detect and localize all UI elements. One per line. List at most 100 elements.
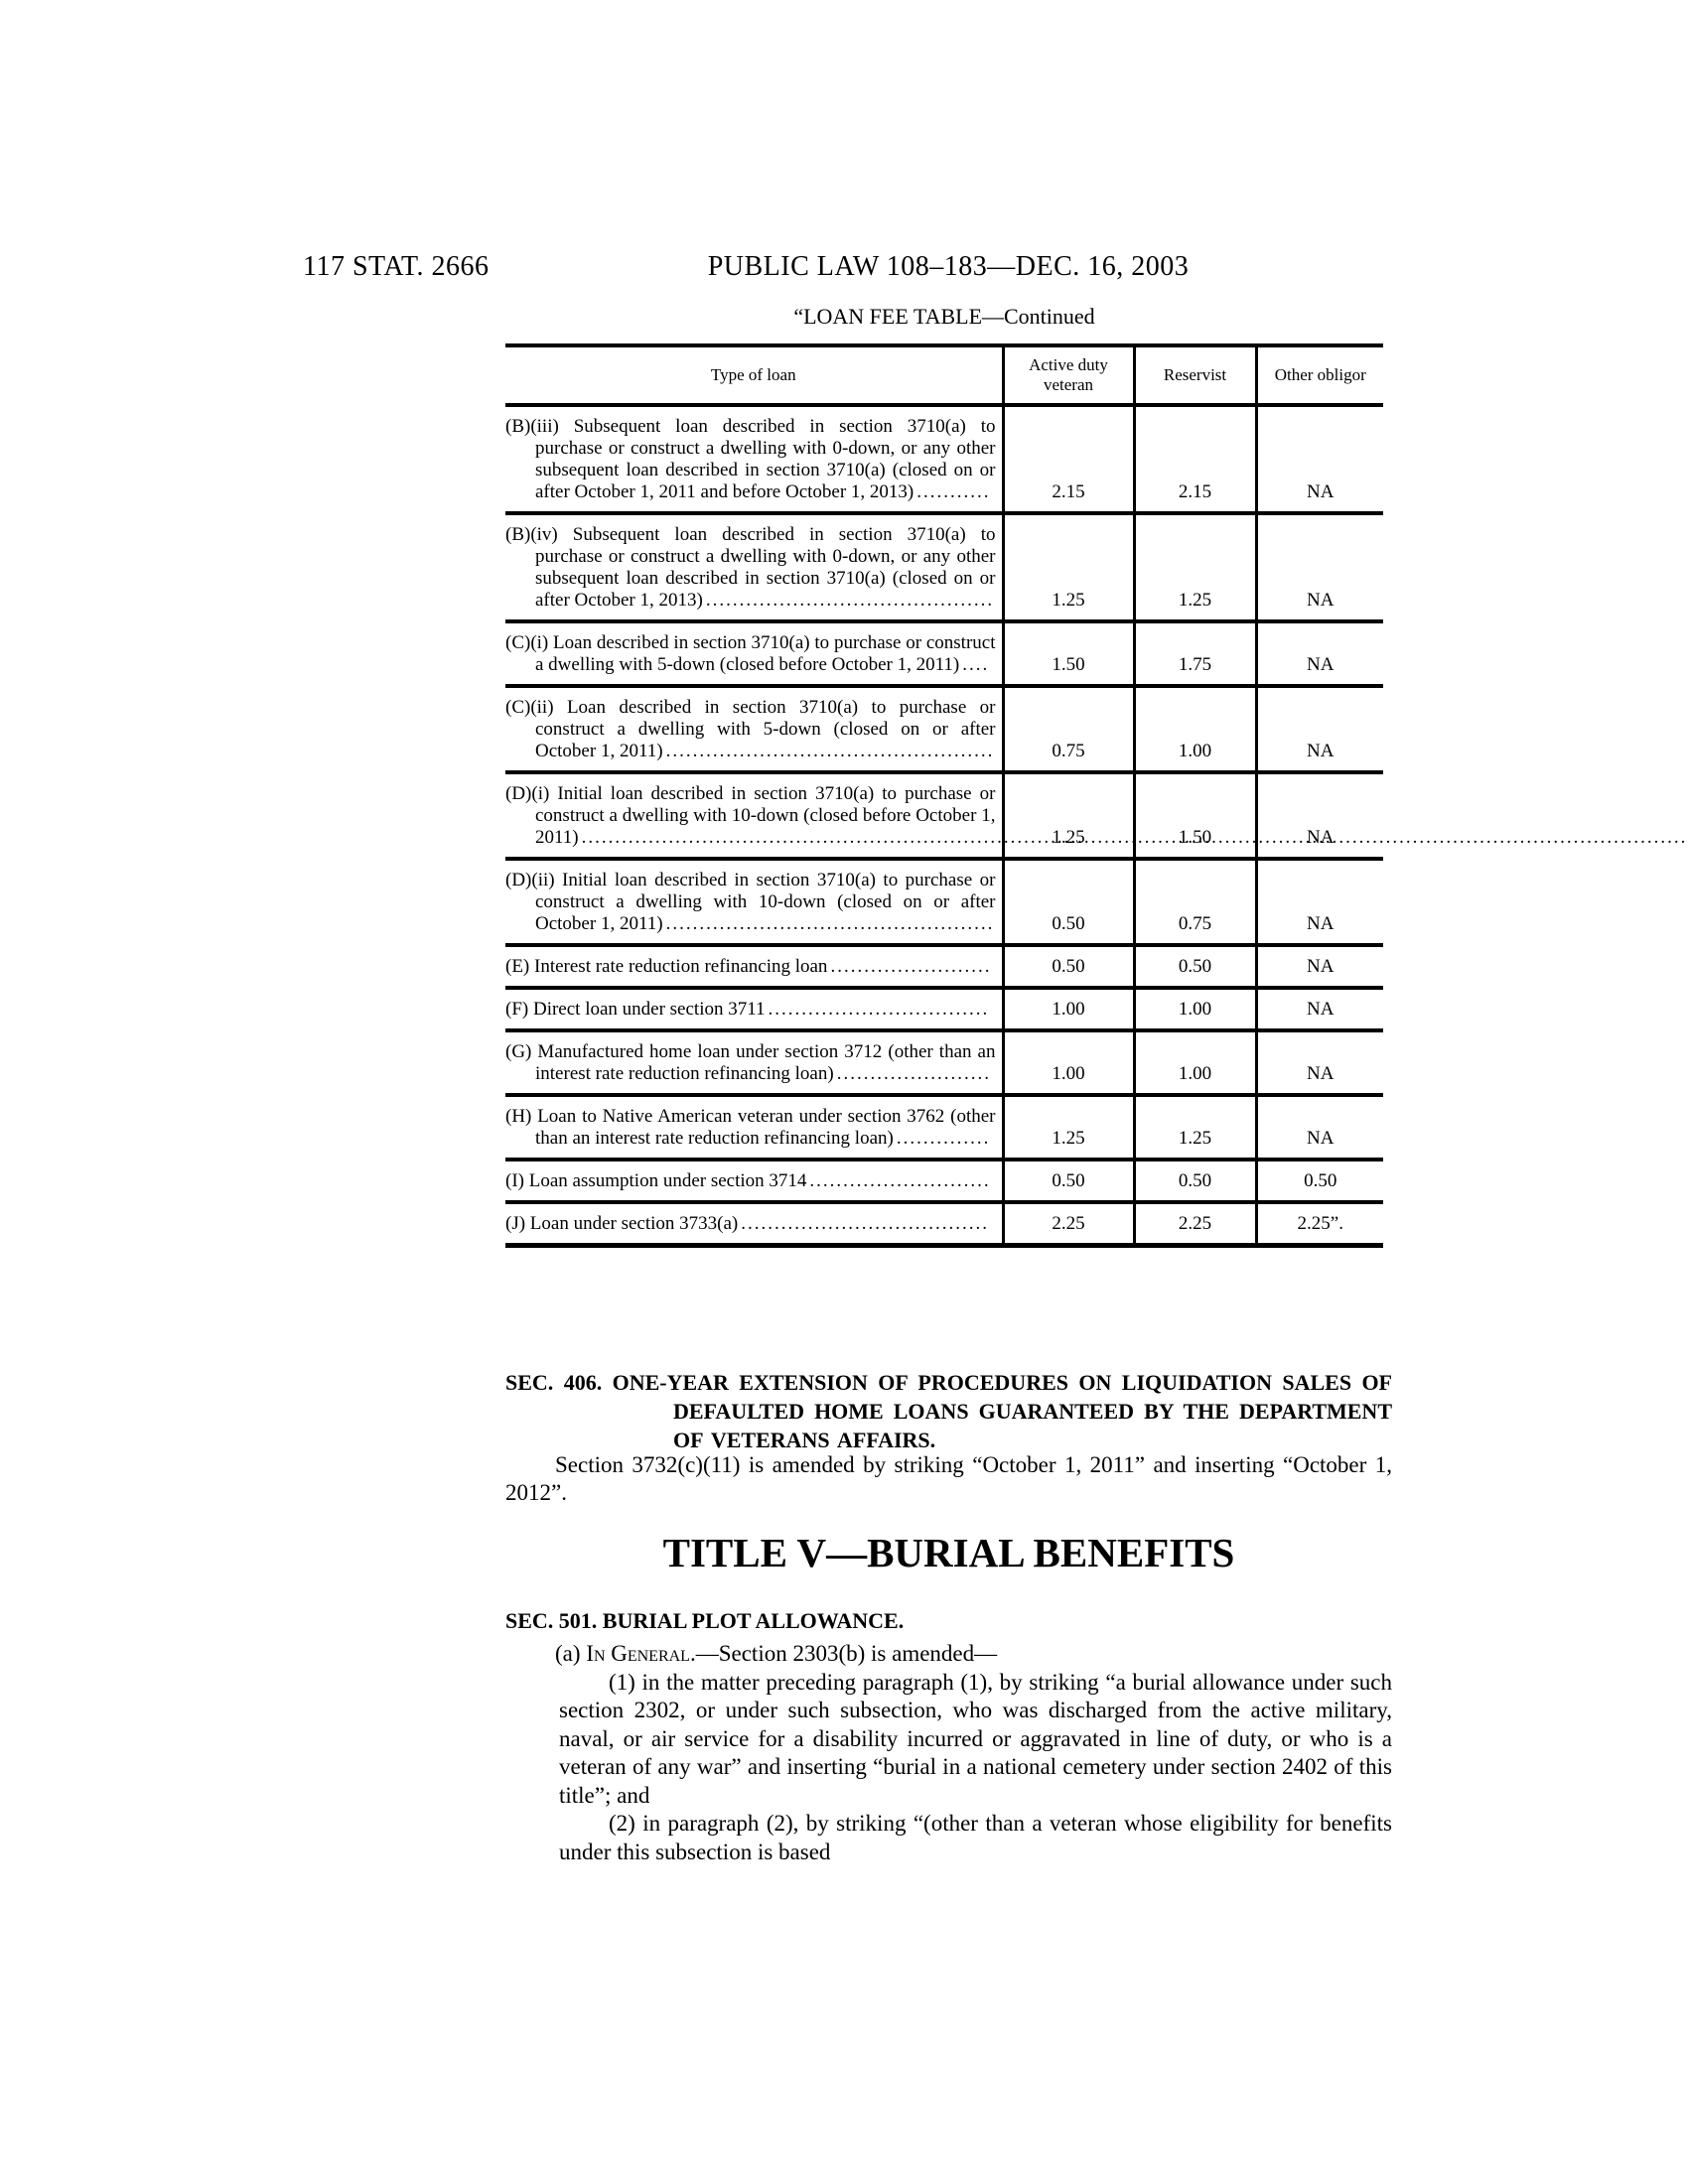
loan-type-label: (I) Loan assumption under section 3714: [505, 1170, 807, 1191]
sec-406-body: Section 3732(c)(11) is amended by striki…: [505, 1452, 1392, 1505]
other-obligor-value: NA: [1254, 943, 1383, 988]
loan-type-text: (C)(ii) Loan described in section 3710(a…: [505, 697, 996, 762]
loan-type-text: (B)(iii) Subsequent loan described in se…: [505, 416, 996, 503]
other-obligor-value: 0.50: [1254, 1158, 1383, 1202]
table-title: “LOAN FEE TABLE—Continued: [793, 304, 1095, 329]
loan-type-cell: (E) Interest rate reduction refinancing …: [505, 943, 1003, 988]
other-obligor-value: NA: [1254, 619, 1383, 686]
loan-type-label: (J) Loan under section 3733(a): [505, 1213, 739, 1234]
loan-type-text: (C)(i) Loan described in section 3710(a)…: [505, 632, 996, 676]
paragraph-a-suffix: .—Section 2303(b) is amended—: [689, 1641, 998, 1666]
dot-leader: ...........: [916, 481, 991, 502]
active-duty-value: 1.25: [1001, 770, 1134, 859]
loan-type-label: (F) Direct loan under section 3711: [505, 999, 766, 1020]
table-row: (B)(iv) Subsequent loan described in sec…: [505, 511, 1383, 621]
paragraph-a-smallcaps: In General: [586, 1641, 690, 1666]
other-obligor-value: NA: [1254, 1093, 1383, 1160]
dot-leader: .................................: [768, 999, 990, 1020]
dot-leader: ........................................…: [665, 913, 995, 934]
loan-type-label: (D)(i) Initial loan described in section…: [505, 783, 996, 848]
dot-leader: ....: [962, 654, 990, 675]
other-obligor-value: NA: [1254, 403, 1383, 513]
loan-type-text: (J) Loan under section 3733(a)..........…: [505, 1213, 996, 1235]
table-row: (C)(ii) Loan described in section 3710(a…: [505, 684, 1383, 772]
reservist-value: 1.00: [1132, 1028, 1256, 1095]
running-header-law-title: PUBLIC LAW 108–183—DEC. 16, 2003: [707, 251, 1190, 282]
loan-type-label: (H) Loan to Native American veteran unde…: [505, 1106, 996, 1149]
table-row: (E) Interest rate reduction refinancing …: [505, 943, 1383, 988]
active-duty-value: 1.25: [1001, 511, 1134, 621]
loan-type-cell: (C)(i) Loan described in section 3710(a)…: [505, 619, 1003, 686]
loan-type-text: (D)(ii) Initial loan described in sectio…: [505, 870, 996, 935]
active-duty-value: 0.50: [1001, 857, 1134, 945]
loan-type-cell: (D)(ii) Initial loan described in sectio…: [505, 857, 1003, 945]
stat-page-number: 117 STAT. 2666: [303, 251, 490, 282]
loan-type-cell: (D)(i) Initial loan described in section…: [505, 770, 1688, 859]
loan-type-cell: (F) Direct loan under section 3711......…: [505, 986, 1003, 1030]
loan-type-cell: (I) Loan assumption under section 3714..…: [505, 1158, 1003, 1202]
other-obligor-value: NA: [1254, 770, 1383, 859]
loan-type-text: (E) Interest rate reduction refinancing …: [505, 956, 996, 978]
dot-leader: ..............: [896, 1128, 991, 1149]
reservist-value: 0.50: [1132, 1158, 1256, 1202]
active-duty-value: 0.50: [1001, 1158, 1134, 1202]
title-v-heading: TITLE V—BURIAL BENEFITS: [662, 1530, 1235, 1575]
active-duty-value: 2.15: [1001, 403, 1134, 513]
dot-leader: ........................................…: [705, 590, 995, 611]
other-obligor-value: NA: [1254, 986, 1383, 1030]
other-obligor-value: NA: [1254, 684, 1383, 772]
dot-leader: .......................: [836, 1063, 991, 1084]
other-obligor-value: NA: [1254, 857, 1383, 945]
dot-leader: .....................................: [741, 1213, 990, 1234]
loan-type-label: (D)(ii) Initial loan described in sectio…: [505, 870, 996, 934]
reservist-value: 1.00: [1132, 986, 1256, 1030]
active-duty-value: 0.75: [1001, 684, 1134, 772]
loan-type-cell: (H) Loan to Native American veteran unde…: [505, 1093, 1003, 1160]
active-duty-value: 1.00: [1001, 1028, 1134, 1095]
paragraph-a-prefix: (a): [555, 1641, 587, 1666]
loan-type-label: (E) Interest rate reduction refinancing …: [505, 956, 828, 977]
loan-type-cell: (B)(iv) Subsequent loan described in sec…: [505, 511, 1003, 621]
reservist-value: 1.00: [1132, 684, 1256, 772]
column-header-other-obligor: Other obligor: [1254, 343, 1383, 407]
table-row: (H) Loan to Native American veteran unde…: [505, 1093, 1383, 1160]
loan-type-label: (B)(iv) Subsequent loan described in sec…: [505, 524, 996, 611]
loan-type-text: (I) Loan assumption under section 3714..…: [505, 1170, 996, 1192]
active-duty-value: 1.50: [1001, 619, 1134, 686]
sec-501-body: (a) In General.—Section 2303(b) is amend…: [505, 1640, 1392, 1866]
sec-406-heading: SEC. 406. ONE-YEAR EXTENSION OF PROCEDUR…: [505, 1370, 1392, 1452]
loan-type-text: (D)(i) Initial loan described in section…: [505, 783, 1688, 849]
loan-type-label: (C)(ii) Loan described in section 3710(a…: [505, 697, 996, 761]
reservist-value: 1.50: [1132, 770, 1256, 859]
loan-type-cell: (J) Loan under section 3733(a)..........…: [505, 1200, 1003, 1246]
loan-type-text: (B)(iv) Subsequent loan described in sec…: [505, 524, 996, 612]
reservist-value: 0.50: [1132, 943, 1256, 988]
table-row: (G) Manufactured home loan under section…: [505, 1028, 1383, 1095]
column-header-active-duty-veteran: Active duty veteran: [1001, 343, 1134, 407]
loan-fee-table-block: “LOAN FEE TABLE—Continued Type of loan A…: [505, 304, 1688, 1248]
dot-leader: ........................................…: [665, 741, 995, 761]
loan-type-cell: (G) Manufactured home loan under section…: [505, 1028, 1003, 1095]
table-row: (C)(i) Loan described in section 3710(a)…: [505, 619, 1383, 686]
table-row: (D)(i) Initial loan described in section…: [505, 770, 1688, 859]
table-row: (D)(ii) Initial loan described in sectio…: [505, 857, 1383, 945]
sec-501-heading: SEC. 501. BURIAL PLOT ALLOWANCE.: [505, 1608, 905, 1633]
loan-type-label: (C)(i) Loan described in section 3710(a)…: [505, 632, 996, 675]
loan-type-cell: (C)(ii) Loan described in section 3710(a…: [505, 684, 1003, 772]
loan-type-label: (G) Manufactured home loan under section…: [505, 1041, 996, 1084]
dot-leader: ........................: [830, 956, 992, 977]
reservist-value: 2.15: [1132, 403, 1256, 513]
active-duty-value: 0.50: [1001, 943, 1134, 988]
reservist-value: 1.25: [1132, 511, 1256, 621]
table-row: (F) Direct loan under section 3711......…: [505, 986, 1383, 1030]
loan-type-text: (F) Direct loan under section 3711......…: [505, 999, 996, 1021]
table-row: (I) Loan assumption under section 3714..…: [505, 1158, 1383, 1202]
table-header-row: Type of loan Active duty veteran Reservi…: [505, 343, 1383, 407]
paragraph-1: (1) in the matter preceding paragraph (1…: [559, 1669, 1392, 1808]
active-duty-value: 1.25: [1001, 1093, 1134, 1160]
dot-leader: ........................................…: [581, 827, 1688, 848]
loan-type-text: (G) Manufactured home loan under section…: [505, 1041, 996, 1085]
reservist-value: 1.75: [1132, 619, 1256, 686]
paragraph-a: (a) In General.—Section 2303(b) is amend…: [505, 1640, 1392, 1669]
